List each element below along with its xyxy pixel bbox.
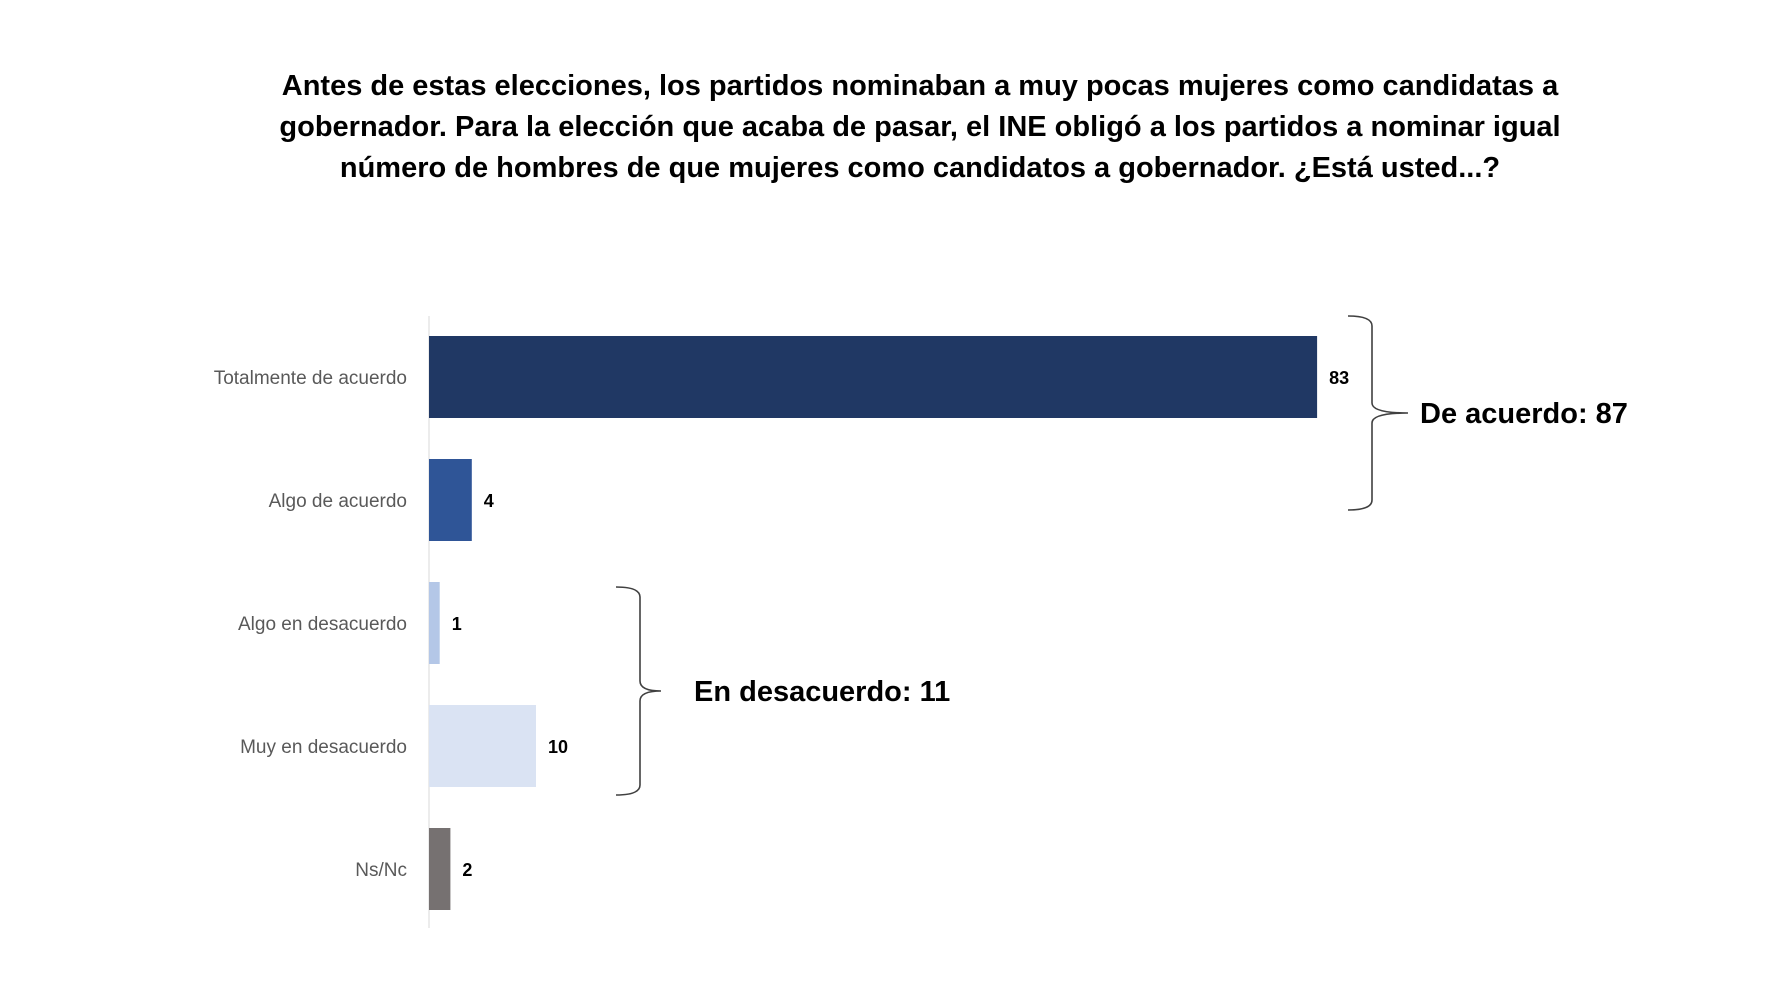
data-label: 4 bbox=[484, 491, 494, 511]
data-label: 2 bbox=[462, 860, 472, 880]
data-label: 1 bbox=[452, 614, 462, 634]
category-label: Totalmente de acuerdo bbox=[214, 368, 407, 389]
category-label: Algo en desacuerdo bbox=[238, 614, 407, 635]
category-label: Algo de acuerdo bbox=[269, 491, 407, 512]
disagreement-total-label: En desacuerdo: 11 bbox=[694, 676, 950, 708]
agreement-total-label: De acuerdo: 87 bbox=[1420, 398, 1628, 430]
chart-title-line: gobernador. Para la elección que acaba d… bbox=[279, 111, 1561, 143]
category-label: Muy en desacuerdo bbox=[240, 737, 407, 758]
data-label: 83 bbox=[1329, 368, 1349, 388]
disagreement-bracket bbox=[615, 586, 662, 796]
bar bbox=[429, 828, 451, 910]
chart-title-line: Antes de estas elecciones, los partidos … bbox=[281, 70, 1559, 102]
bar bbox=[429, 459, 472, 541]
chart-title: Antes de estas elecciones, los partidos … bbox=[200, 66, 1640, 189]
category-label: Ns/Nc bbox=[355, 860, 407, 881]
chart-title-line: número de hombres de que mujeres como ca… bbox=[339, 152, 1501, 184]
bar bbox=[429, 336, 1318, 418]
bar bbox=[429, 582, 440, 664]
bar bbox=[429, 705, 536, 787]
agreement-bracket bbox=[1347, 315, 1409, 511]
data-label: 10 bbox=[548, 737, 568, 757]
